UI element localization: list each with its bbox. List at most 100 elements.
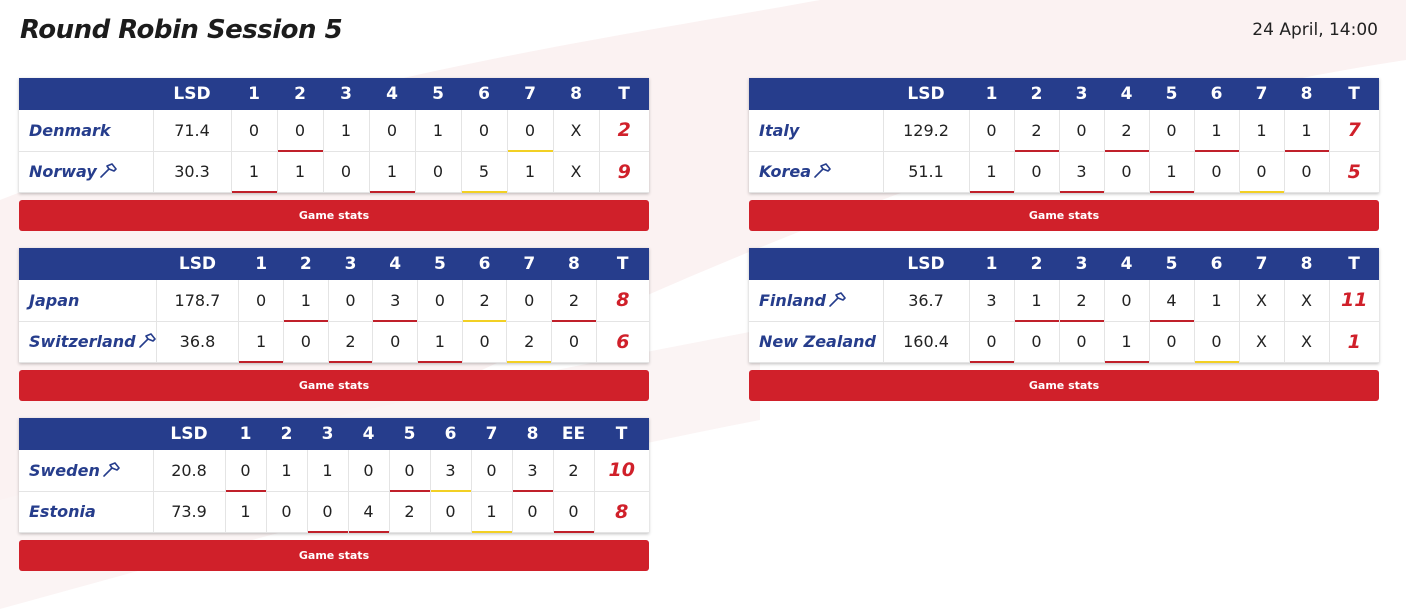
end-score: 0 (372, 321, 419, 363)
column-header: 5 (417, 248, 463, 280)
game-stats-button[interactable]: Game stats (749, 369, 1379, 401)
scoreboard-header-row: LSD 1 2 3 4 5 6 7 8 T (19, 248, 649, 280)
total-score: 5 (1329, 151, 1379, 193)
team-name[interactable]: Norway (29, 162, 97, 181)
hammer-icon (103, 461, 120, 477)
column-header: 5 (415, 78, 461, 110)
end-score: 1 (266, 450, 308, 492)
team-name[interactable]: New Zealand (759, 332, 876, 351)
end-score: 4 (1149, 280, 1195, 322)
lsd-cell: 129.2 (883, 110, 970, 152)
game-card: LSD 1 2 3 4 5 6 7 8 T Finland 36.7 3 1 2… (749, 248, 1379, 401)
column-header: 1 (969, 78, 1014, 110)
scoreboard-table: LSD 1 2 3 4 5 6 7 8 T Denmark 71.4 0 0 1… (19, 78, 649, 193)
team-column-header (19, 418, 153, 450)
end-score: 0 (307, 491, 349, 533)
column-header: 2 (277, 78, 323, 110)
team-name[interactable]: Switzerland (29, 332, 136, 351)
team-name[interactable]: Estonia (29, 502, 96, 521)
column-header: LSD (153, 418, 225, 450)
column-header: 2 (1014, 78, 1059, 110)
game-stats-button[interactable]: Game stats (19, 369, 649, 401)
team-name-cell[interactable]: Switzerland (19, 321, 157, 363)
column-header: 1 (225, 418, 266, 450)
end-score: 3 (969, 280, 1015, 322)
game-stats-button[interactable]: Game stats (749, 199, 1379, 231)
team-name[interactable]: Finland (759, 290, 826, 310)
lsd-cell: 73.9 (153, 491, 226, 533)
end-score: 0 (231, 110, 278, 152)
team-name-cell[interactable]: Finland (749, 280, 884, 322)
end-score: 2 (1014, 110, 1060, 152)
game-card: LSD 1 2 3 4 5 6 7 8 T Japan 178.7 0 1 0 … (19, 248, 649, 401)
team-name[interactable]: Italy (759, 120, 800, 140)
column-header: 7 (507, 78, 553, 110)
team-name[interactable]: Japan (29, 290, 80, 310)
lsd-cell: 36.7 (883, 280, 970, 322)
team-name-cell[interactable]: New Zealand (749, 321, 884, 363)
column-header: 8 (551, 248, 597, 280)
column-header: 2 (266, 418, 307, 450)
game-card: LSD 1 2 3 4 5 6 7 8 T Denmark 71.4 0 0 1… (19, 78, 649, 231)
end-score: X (1239, 321, 1285, 363)
team-row: Norway 30.3 1 1 0 1 0 5 1 X 9 (19, 151, 649, 193)
end-score: 0 (1059, 110, 1105, 152)
end-score: 2 (328, 321, 374, 363)
column-header: 8 (553, 78, 599, 110)
game-stats-button[interactable]: Game stats (19, 539, 649, 571)
column-header: 1 (969, 248, 1014, 280)
team-name-cell[interactable]: Norway (19, 151, 154, 193)
end-score: 0 (389, 450, 431, 492)
team-name-cell[interactable]: Sweden (19, 450, 154, 492)
page-header: Round Robin Session 5 24 April, 14:00 (20, 12, 1378, 48)
column-header: 3 (323, 78, 369, 110)
team-column-header (19, 78, 153, 110)
game-stats-button[interactable]: Game stats (19, 199, 649, 231)
lsd-cell: 30.3 (153, 151, 232, 193)
end-score: 0 (417, 280, 463, 322)
column-header: 3 (1059, 78, 1104, 110)
lsd-cell: 20.8 (153, 450, 226, 492)
end-score: X (1284, 321, 1330, 363)
end-score: 1 (238, 321, 284, 363)
page-title: Round Robin Session 5 (20, 15, 343, 45)
team-row: Switzerland 36.8 1 0 2 0 1 0 2 0 6 (19, 321, 649, 363)
column-header: 4 (372, 248, 418, 280)
end-score: 0 (1149, 110, 1195, 152)
end-score: 1 (1284, 110, 1330, 152)
hammer-icon (99, 163, 117, 178)
column-header: 5 (1149, 78, 1194, 110)
end-score: 0 (415, 151, 462, 193)
end-score: 0 (1014, 151, 1060, 193)
hammer-icon (829, 291, 846, 307)
column-header: 5 (1149, 248, 1194, 280)
team-name-cell[interactable]: Estonia (19, 491, 154, 533)
team-name-cell[interactable]: Italy (749, 110, 884, 152)
team-name-cell[interactable]: Denmark (19, 110, 154, 152)
scoreboard-table: LSD 1 2 3 4 5 6 7 8 T Italy 129.2 0 2 0 … (749, 78, 1379, 193)
end-score: 0 (461, 110, 508, 152)
column-header: 2 (283, 248, 329, 280)
column-header: T (599, 78, 649, 110)
team-row: Finland 36.7 3 1 2 0 4 1 X X 11 (749, 280, 1379, 322)
column-header: 6 (461, 78, 507, 110)
end-score: 2 (1104, 110, 1150, 152)
team-row: Sweden 20.8 0 1 1 0 0 3 0 3 2 10 (19, 450, 649, 492)
end-score: 1 (277, 151, 324, 193)
end-score: 0 (462, 321, 508, 363)
end-score: 1 (307, 450, 349, 492)
team-name[interactable]: Korea (759, 162, 812, 181)
column-header: 2 (1014, 248, 1059, 280)
column-header: EE (553, 418, 594, 450)
column-header: 3 (307, 418, 348, 450)
column-header: 5 (389, 418, 430, 450)
end-score: X (553, 151, 600, 193)
end-score: 2 (551, 280, 597, 322)
team-name-cell[interactable]: Japan (19, 280, 157, 322)
team-name[interactable]: Sweden (29, 460, 100, 480)
team-name-cell[interactable]: Korea (749, 151, 884, 193)
end-score: 0 (323, 151, 370, 193)
end-score: 0 (238, 280, 284, 322)
end-score: 0 (1059, 321, 1105, 363)
team-name[interactable]: Denmark (29, 120, 111, 140)
